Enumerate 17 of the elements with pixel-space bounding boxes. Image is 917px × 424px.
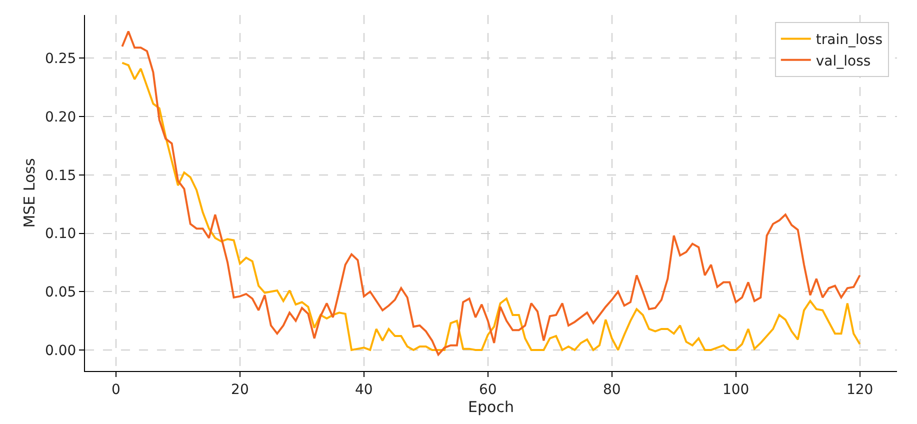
x-axis-title: Epoch — [468, 398, 514, 416]
legend-label: train_loss — [816, 32, 883, 48]
y-tick-label: 0.00 — [45, 342, 76, 359]
y-tick-label: 0.25 — [45, 51, 76, 68]
y-axis-title: MSE Loss — [20, 158, 38, 228]
y-tick-label: 0.10 — [45, 226, 76, 242]
x-tick-label: 100 — [722, 382, 750, 398]
x-tick-label: 120 — [846, 382, 874, 398]
x-tick-label: 0 — [112, 382, 120, 398]
x-tick-label: 60 — [478, 382, 497, 398]
x-tick-label: 20 — [231, 382, 249, 398]
x-tick-label: 40 — [355, 382, 373, 398]
y-tick-label: 0.05 — [45, 284, 76, 301]
y-tick-label: 0.15 — [45, 168, 76, 184]
legend-label: val_loss — [816, 53, 871, 70]
x-tick-label: 80 — [602, 382, 621, 398]
y-tick-label: 0.20 — [45, 109, 76, 126]
